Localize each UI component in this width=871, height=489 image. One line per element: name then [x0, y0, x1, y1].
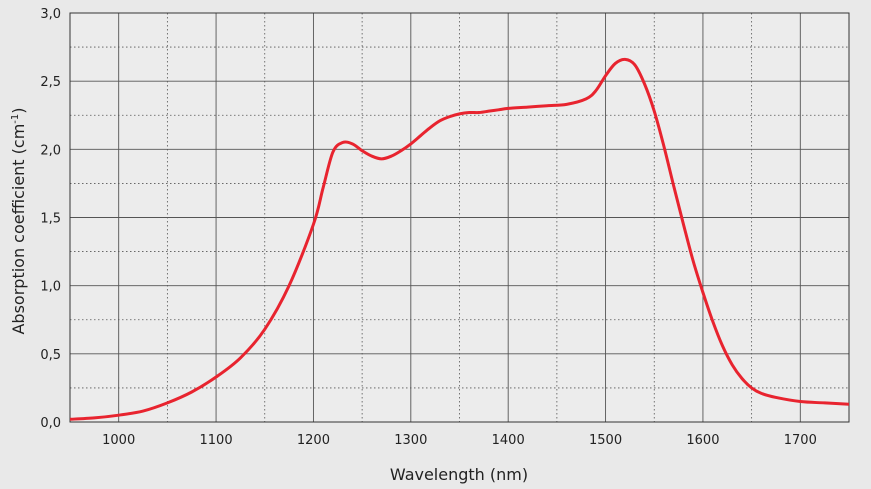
x-tick-label: 1600: [686, 433, 719, 448]
y-axis-title-sup: -1: [10, 114, 21, 124]
y-tick-label: 0,5: [40, 348, 61, 363]
y-tick-label: 1,5: [40, 212, 61, 227]
y-tick-label: 2,0: [40, 143, 61, 158]
y-tick-label: 2,5: [40, 75, 61, 90]
y-tick-label: 3,0: [40, 7, 61, 22]
y-tick-label: 0,0: [40, 416, 61, 431]
x-tick-label: 1000: [102, 433, 135, 448]
absorption-series-line: [70, 57, 849, 421]
x-tick-label: 1500: [589, 433, 622, 448]
x-tick-label: 1100: [200, 433, 233, 448]
x-tick-label: 1200: [297, 433, 330, 448]
y-axis-title-main: Absorption coefficient (cm: [9, 124, 28, 335]
x-tick-label: 1700: [784, 433, 817, 448]
y-axis-title-close: ): [9, 107, 28, 113]
x-tick-label: 1400: [492, 433, 525, 448]
x-tick-label: 1300: [394, 433, 427, 448]
series-layer: [70, 57, 849, 421]
axis-ticks: 1000 1100 1200 1300 1400 1500 1600 1700 0,0 0,5 1,…: [40, 7, 817, 448]
y-tick-label: 1,0: [40, 280, 61, 295]
x-axis-title: Wavelength (nm): [390, 465, 528, 484]
y-axis-title: Absorption coefficient (cm-1): [9, 107, 28, 334]
plot-frame: [69, 12, 850, 423]
